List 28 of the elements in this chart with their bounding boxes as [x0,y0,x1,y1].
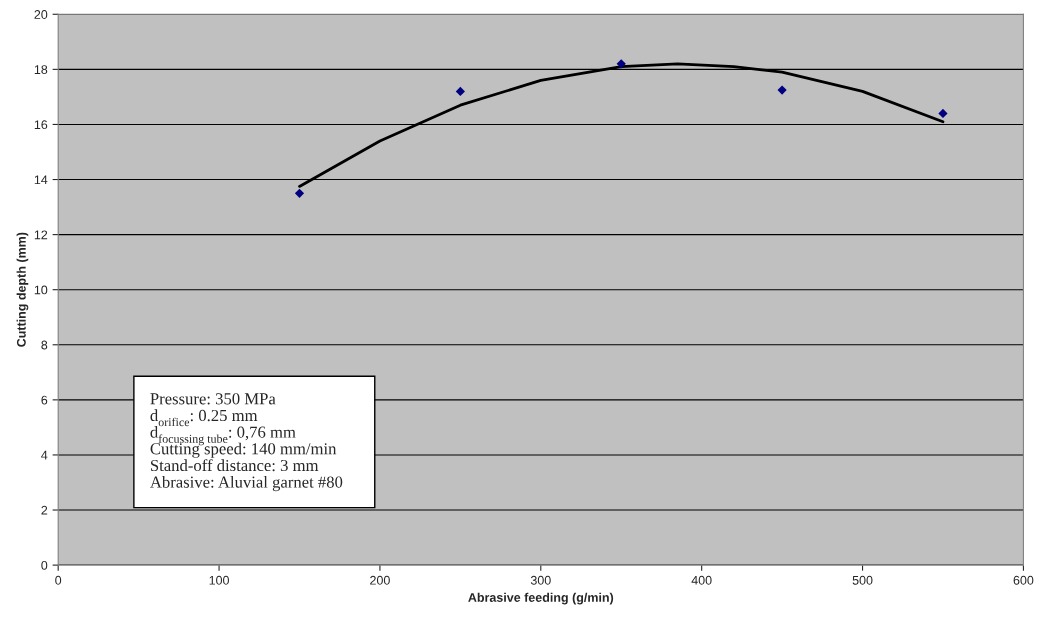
point [777,85,787,95]
annotation: Abrasive: Aluvial garnet #80 [150,475,343,492]
y-tick-label: 12 [34,230,48,240]
x-tick-label: 600 [1013,575,1034,585]
y-tick-label: 0 [41,560,48,570]
x-tick-label: 300 [530,575,551,585]
y-axis-title: Cutting depth (mm) [16,232,29,347]
x-tick-label: 100 [209,575,229,585]
point [455,86,465,97]
point [938,108,948,119]
x-tick-label: 0 [55,575,62,585]
y-tick-label: 16 [34,120,48,130]
y-tick-label: 20 [34,10,48,19]
y-tick-label: 4 [41,450,48,460]
x-axis-title: Abrasive feeding (g/min) [468,592,614,605]
point [294,188,305,198]
y-tick-label: 14 [34,175,48,185]
x-tick-label: 200 [370,575,390,585]
x-tick-label: 500 [852,575,873,585]
y-tick-label: 2 [41,505,48,515]
y-tick-label: 8 [41,340,48,350]
point [616,59,626,69]
y-tick-label: 18 [34,65,48,75]
annotation: Pressure: 350 MPa [150,393,276,405]
y-tick-label: 10 [34,285,48,295]
y-tick-label: 6 [41,395,48,405]
x-tick-label: 400 [691,575,712,585]
annotation: Stand-off distance: 3 mm [151,459,319,472]
